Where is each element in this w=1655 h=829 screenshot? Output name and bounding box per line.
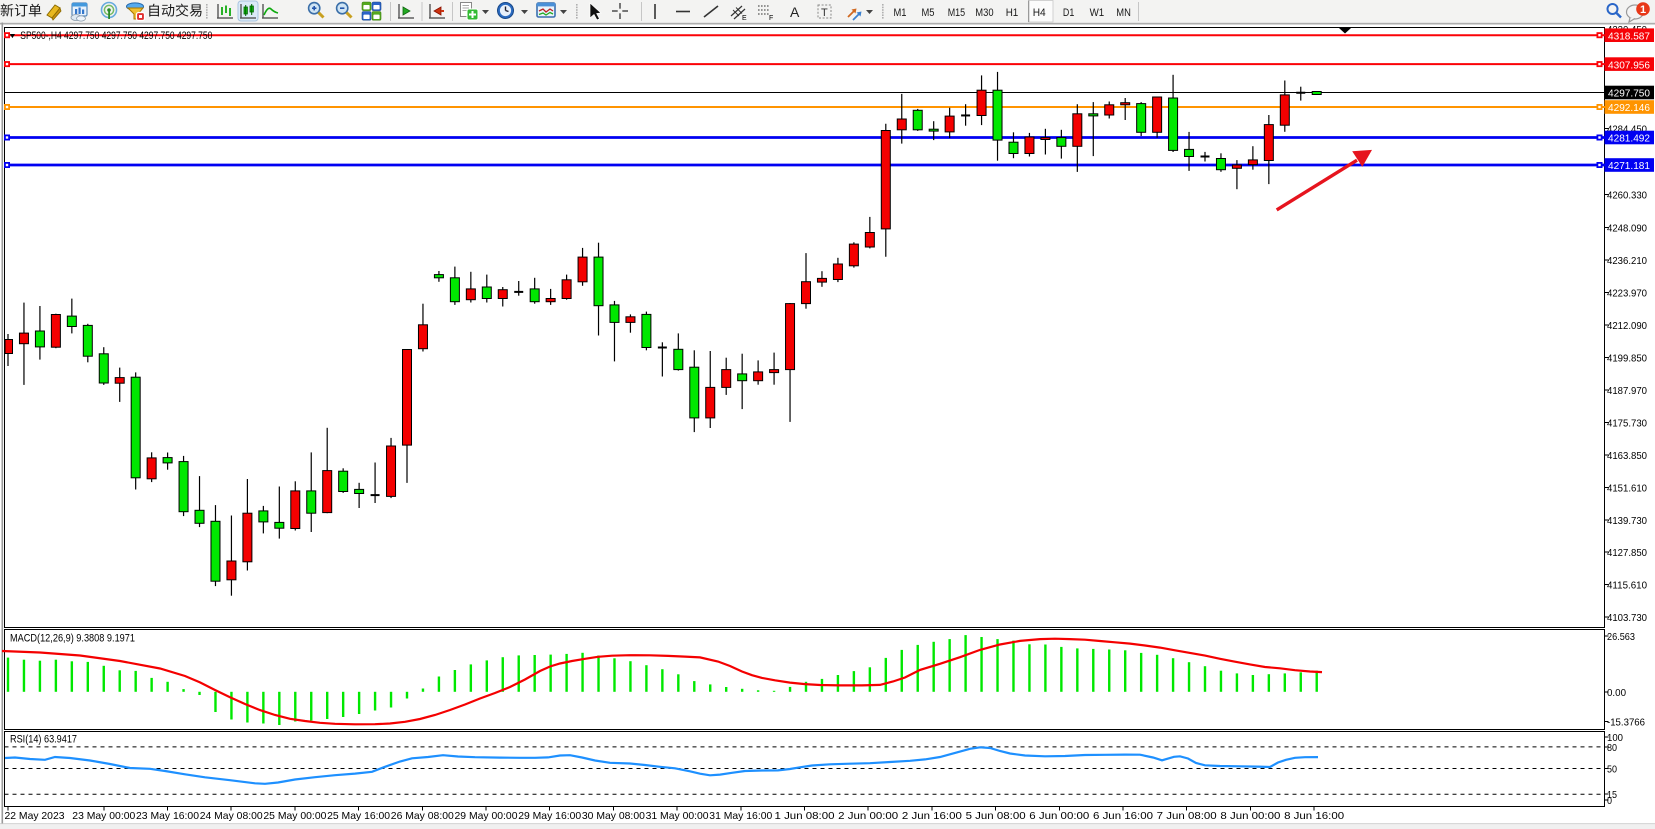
svg-text:4223.970: 4223.970 xyxy=(1607,288,1647,300)
svg-text:RSI(14) 63.9417: RSI(14) 63.9417 xyxy=(10,734,77,746)
svg-text:29 May 16:00: 29 May 16:00 xyxy=(518,810,581,822)
svg-text:M30: M30 xyxy=(975,7,993,19)
svg-text:SP500-,H4 4297.750 4297.750 4: SP500-,H4 4297.750 4297.750 4297.750 429… xyxy=(20,30,212,42)
svg-text:0.00: 0.00 xyxy=(1607,687,1626,699)
svg-text:4236.210: 4236.210 xyxy=(1607,255,1647,267)
svg-text:4175.730: 4175.730 xyxy=(1607,418,1647,430)
svg-text:4307.956: 4307.956 xyxy=(1608,59,1650,71)
svg-text:W1: W1 xyxy=(1090,7,1105,19)
svg-text:24 May 08:00: 24 May 08:00 xyxy=(200,810,263,822)
svg-text:6 Jun 16:00: 6 Jun 16:00 xyxy=(1093,810,1153,822)
svg-text:T: T xyxy=(821,7,828,19)
svg-text:26 May 08:00: 26 May 08:00 xyxy=(391,810,454,822)
svg-text:31 May 16:00: 31 May 16:00 xyxy=(709,810,772,822)
svg-text:22 May 2023: 22 May 2023 xyxy=(5,810,65,822)
svg-text:4187.970: 4187.970 xyxy=(1607,385,1647,397)
svg-text:M5: M5 xyxy=(922,7,935,19)
svg-text:2 Jun 16:00: 2 Jun 16:00 xyxy=(902,810,962,822)
svg-text:4127.850: 4127.850 xyxy=(1607,547,1647,559)
svg-text:4260.330: 4260.330 xyxy=(1607,190,1647,202)
svg-text:5 Jun 08:00: 5 Jun 08:00 xyxy=(966,810,1026,822)
svg-text:30 May 08:00: 30 May 08:00 xyxy=(582,810,645,822)
svg-text:50: 50 xyxy=(1607,764,1617,776)
svg-text:15: 15 xyxy=(1607,789,1617,801)
svg-text:4151.610: 4151.610 xyxy=(1607,482,1647,494)
svg-text:4292.146: 4292.146 xyxy=(1608,102,1650,114)
svg-text:M1: M1 xyxy=(894,7,907,19)
svg-text:F: F xyxy=(769,15,773,22)
svg-text:80: 80 xyxy=(1607,742,1617,754)
svg-text:H4: H4 xyxy=(1033,7,1046,19)
svg-text:4318.587: 4318.587 xyxy=(1608,30,1650,42)
svg-text:4103.730: 4103.730 xyxy=(1607,612,1647,624)
svg-text:31 May 00:00: 31 May 00:00 xyxy=(646,810,709,822)
svg-text:8 Jun 16:00: 8 Jun 16:00 xyxy=(1284,810,1344,822)
svg-text:A: A xyxy=(790,4,800,20)
svg-text:0: 0 xyxy=(1607,795,1612,807)
svg-text:25 May 00:00: 25 May 00:00 xyxy=(263,810,326,822)
svg-text:100: 100 xyxy=(1607,732,1623,744)
svg-text:4248.090: 4248.090 xyxy=(1607,222,1647,234)
svg-text:4115.610: 4115.610 xyxy=(1607,580,1647,592)
svg-text:7 Jun 08:00: 7 Jun 08:00 xyxy=(1157,810,1217,822)
svg-text:MACD(12,26,9) 9.3808 9.1971: MACD(12,26,9) 9.3808 9.1971 xyxy=(10,633,135,645)
svg-text:MN: MN xyxy=(1116,7,1131,19)
svg-text:25 May 16:00: 25 May 16:00 xyxy=(327,810,390,822)
svg-text:23 May 00:00: 23 May 00:00 xyxy=(72,810,135,822)
svg-text:H1: H1 xyxy=(1006,7,1019,19)
svg-text:6 Jun 00:00: 6 Jun 00:00 xyxy=(1029,810,1089,822)
svg-text:4212.090: 4212.090 xyxy=(1607,320,1647,332)
svg-text:4199.850: 4199.850 xyxy=(1607,352,1647,364)
svg-text:D1: D1 xyxy=(1063,7,1074,19)
svg-text:4281.492: 4281.492 xyxy=(1608,133,1650,145)
svg-text:29 May 00:00: 29 May 00:00 xyxy=(455,810,518,822)
svg-text:2 Jun 00:00: 2 Jun 00:00 xyxy=(838,810,898,822)
svg-text:4297.750: 4297.750 xyxy=(1608,88,1650,100)
svg-text:26.563: 26.563 xyxy=(1607,631,1635,643)
svg-text:4139.730: 4139.730 xyxy=(1607,515,1647,527)
svg-text:E: E xyxy=(742,15,747,22)
svg-text:8 Jun 00:00: 8 Jun 00:00 xyxy=(1220,810,1280,822)
svg-text:4271.181: 4271.181 xyxy=(1608,160,1650,172)
svg-text:M15: M15 xyxy=(948,7,965,19)
svg-text:23 May 16:00: 23 May 16:00 xyxy=(136,810,199,822)
svg-text:4163.850: 4163.850 xyxy=(1607,450,1647,462)
svg-text:1: 1 xyxy=(1640,4,1646,16)
svg-text:1 Jun 08:00: 1 Jun 08:00 xyxy=(775,810,835,822)
svg-text:-15.3766: -15.3766 xyxy=(1607,716,1645,728)
